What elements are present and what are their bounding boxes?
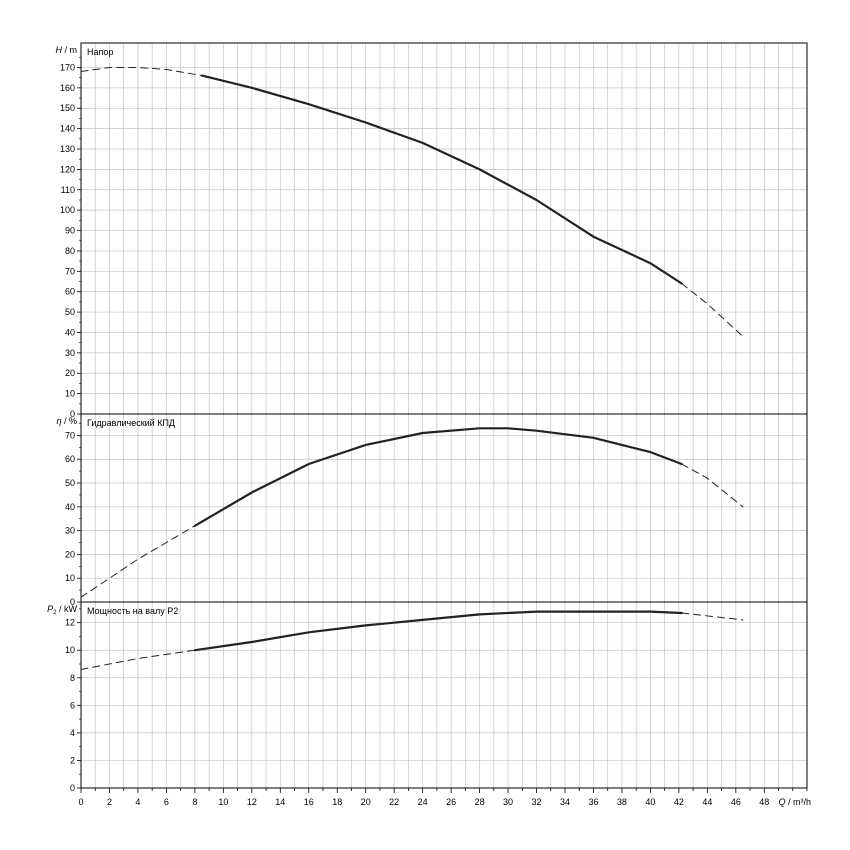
y-tick-label: 8 bbox=[70, 673, 75, 683]
x-tick-label: 44 bbox=[702, 797, 712, 807]
y-tick-label: 50 bbox=[65, 478, 75, 488]
curve-operating bbox=[200, 74, 683, 285]
labels: 0102030405060708090100110120130140150160… bbox=[47, 45, 811, 807]
x-tick-label: 34 bbox=[560, 797, 570, 807]
y-tick-label: 70 bbox=[65, 430, 75, 440]
curve-extrapolated bbox=[681, 612, 744, 621]
y-tick-label: 12 bbox=[65, 618, 75, 628]
curve-extrapolated bbox=[681, 283, 744, 337]
y-tick-label: 60 bbox=[65, 454, 75, 464]
x-tick-label: 26 bbox=[446, 797, 456, 807]
x-tick-label: 48 bbox=[759, 797, 769, 807]
curve-extrapolated bbox=[681, 463, 744, 508]
y-tick-label: 120 bbox=[60, 164, 75, 174]
panel-title: Гидравлический КПД bbox=[87, 418, 175, 428]
panel-frame bbox=[80, 413, 808, 603]
y-axis-label: P2 / kW bbox=[47, 604, 77, 616]
y-tick-label: 40 bbox=[65, 327, 75, 337]
y-tick-label: 30 bbox=[65, 526, 75, 536]
x-tick-label: 38 bbox=[617, 797, 627, 807]
y-tick-label: 140 bbox=[60, 124, 75, 134]
x-tick-label: 12 bbox=[247, 797, 257, 807]
curve-operating bbox=[193, 427, 683, 527]
panel-frame bbox=[80, 601, 808, 789]
curve-extrapolated bbox=[80, 649, 196, 670]
x-tick-label: 4 bbox=[135, 797, 140, 807]
x-tick-label: 20 bbox=[361, 797, 371, 807]
x-tick-label: 14 bbox=[275, 797, 285, 807]
y-tick-label: 4 bbox=[70, 728, 75, 738]
y-tick-label: 0 bbox=[70, 783, 75, 793]
y-tick-label: 0 bbox=[70, 409, 75, 419]
x-tick-label: 6 bbox=[164, 797, 169, 807]
y-tick-label: 10 bbox=[65, 573, 75, 583]
x-tick-label: 46 bbox=[731, 797, 741, 807]
x-tick-label: 42 bbox=[674, 797, 684, 807]
y-tick-label: 150 bbox=[60, 103, 75, 113]
y-tick-label: 2 bbox=[70, 755, 75, 765]
x-tick-label: 8 bbox=[192, 797, 197, 807]
x-tick-label: 40 bbox=[645, 797, 655, 807]
x-tick-label: 0 bbox=[78, 797, 83, 807]
x-tick-label: 2 bbox=[107, 797, 112, 807]
y-tick-label: 130 bbox=[60, 144, 75, 154]
curve-operating bbox=[193, 610, 683, 652]
y-tick-label: 60 bbox=[65, 287, 75, 297]
y-tick-label: 70 bbox=[65, 266, 75, 276]
y-tick-label: 6 bbox=[70, 700, 75, 710]
x-axis-label: Q / m³/h bbox=[778, 797, 811, 807]
y-tick-label: 110 bbox=[61, 185, 75, 195]
x-tick-label: 16 bbox=[304, 797, 314, 807]
y-tick-label: 50 bbox=[65, 307, 75, 317]
curve-extrapolated bbox=[80, 525, 196, 598]
y-tick-label: 10 bbox=[65, 389, 75, 399]
x-tick-label: 24 bbox=[418, 797, 428, 807]
y-tick-label: 100 bbox=[60, 205, 75, 215]
x-tick-label: 10 bbox=[218, 797, 228, 807]
y-tick-label: 170 bbox=[60, 62, 75, 72]
panel-title: Напор bbox=[87, 47, 113, 57]
series bbox=[80, 67, 744, 670]
y-tick-label: 160 bbox=[60, 83, 75, 93]
y-tick-label: 90 bbox=[65, 226, 75, 236]
y-tick-label: 80 bbox=[65, 246, 75, 256]
y-tick-label: 40 bbox=[65, 502, 75, 512]
x-tick-label: 22 bbox=[389, 797, 399, 807]
y-tick-label: 20 bbox=[65, 368, 75, 378]
y-tick-label: 30 bbox=[65, 348, 75, 358]
panel-title: Мощность на валу P2 bbox=[87, 606, 178, 616]
panel-frame bbox=[80, 42, 808, 415]
x-tick-label: 30 bbox=[503, 797, 513, 807]
y-tick-label: 0 bbox=[70, 597, 75, 607]
axes bbox=[77, 42, 808, 793]
grid bbox=[81, 43, 807, 789]
y-tick-label: 10 bbox=[65, 645, 75, 655]
x-tick-label: 28 bbox=[475, 797, 485, 807]
curve-extrapolated bbox=[80, 67, 203, 77]
x-tick-label: 18 bbox=[332, 797, 342, 807]
x-tick-label: 36 bbox=[588, 797, 598, 807]
y-axis-label: H / m bbox=[56, 45, 78, 55]
y-tick-label: 20 bbox=[65, 549, 75, 559]
y-axis-label: η / % bbox=[56, 416, 77, 426]
x-tick-label: 32 bbox=[532, 797, 542, 807]
